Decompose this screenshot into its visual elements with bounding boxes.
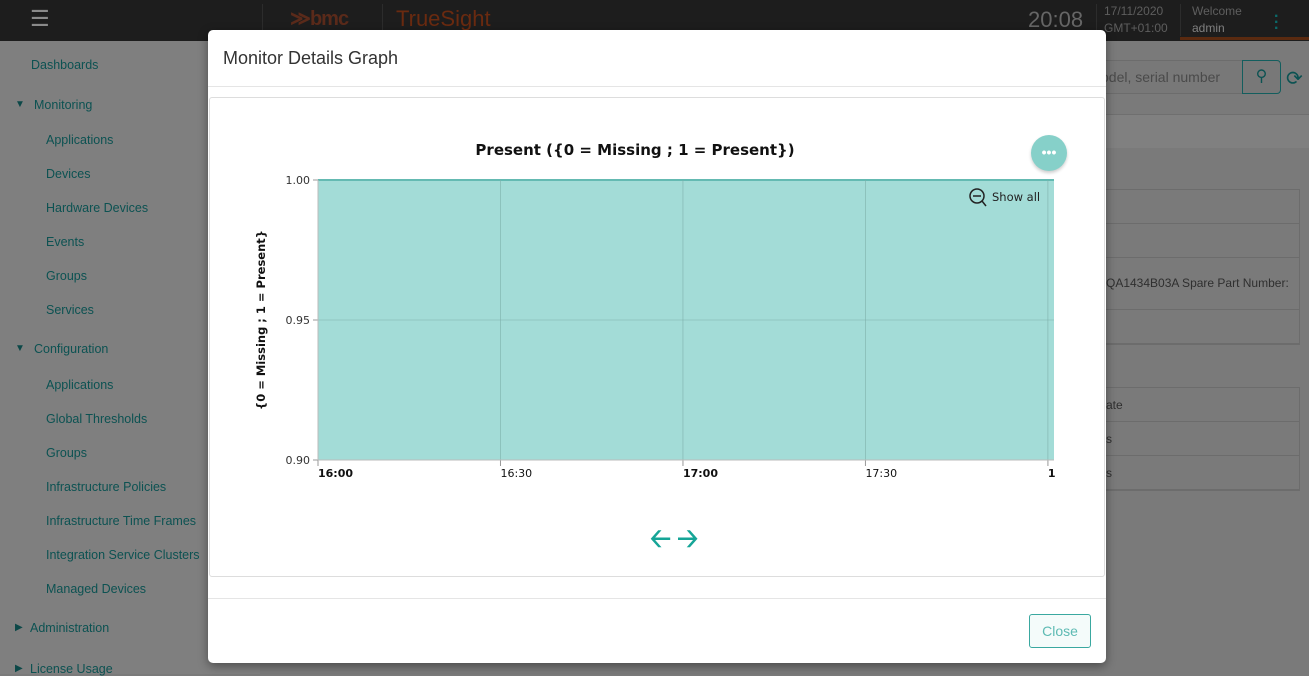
close-button[interactable]: Close: [1029, 614, 1091, 648]
divider: [208, 598, 1106, 599]
nav-arrows: 🡠🡢: [650, 520, 704, 564]
divider: [208, 86, 1106, 87]
caret-right-icon[interactable]: ▶: [15, 663, 23, 674]
show-all-button[interactable]: Show all: [992, 190, 1040, 204]
sidebar-item[interactable]: Integration Service Clusters: [46, 548, 200, 562]
sidebar-item[interactable]: Events: [46, 235, 85, 249]
menu-icon[interactable]: ☰: [30, 6, 50, 31]
caret-down-icon[interactable]: ▼: [15, 343, 25, 354]
x-tick-label: 17:00: [683, 467, 718, 480]
chart-title: Present ({0 = Missing ; 1 = Present}): [475, 141, 794, 159]
sidebar-item[interactable]: Dashboards: [31, 58, 99, 72]
x-tick-label: 16:30: [500, 467, 532, 480]
search-icon: ⚲: [1255, 68, 1268, 85]
date-block: 17/11/2020 GMT+01:00: [1104, 3, 1168, 37]
brand-text: bmc: [309, 8, 349, 30]
previous-arrow-icon[interactable]: 🡠: [650, 523, 678, 553]
bmc-logo: ≫bmc: [290, 8, 349, 30]
table-row: s: [1090, 456, 1299, 490]
dialog-title: Monitor Details Graph: [223, 48, 399, 68]
y-tick-label: 0.90: [286, 454, 311, 467]
chart-options-button[interactable]: •••: [1031, 135, 1067, 171]
chart-panel: [209, 97, 1105, 577]
state-table: ate s s: [1090, 387, 1300, 491]
timezone: GMT+01:00: [1104, 21, 1168, 35]
x-tick-label: 17:30: [865, 467, 897, 480]
search-button[interactable]: ⚲: [1242, 60, 1281, 94]
table-row: [1090, 310, 1299, 344]
divider: [1096, 4, 1097, 36]
search-input[interactable]: odel, serial number: [1090, 60, 1242, 94]
sidebar-item[interactable]: Infrastructure Policies: [46, 480, 167, 494]
sidebar-item[interactable]: Devices: [46, 167, 91, 181]
sidebar-item[interactable]: Managed Devices: [46, 582, 147, 596]
divider: [262, 4, 263, 36]
monitor-details-dialog: Monitor Details Graph 0.90 0.95 1.00 16:00 1…: [208, 30, 1106, 663]
sidebar-item[interactable]: Applications: [46, 378, 114, 392]
zoom-out-icon: [970, 189, 984, 203]
more-vertical-icon[interactable]: ...: [1274, 4, 1279, 33]
caret-down-icon[interactable]: ▼: [15, 99, 25, 110]
date: 17/11/2020: [1104, 4, 1164, 18]
sidebar-item[interactable]: License Usage: [30, 662, 113, 676]
y-axis-label: {0 = Missing ; 1 = Present}: [254, 230, 268, 410]
accent-bar: [1180, 37, 1309, 40]
sidebar-item[interactable]: Global Thresholds: [46, 412, 148, 426]
sidebar-item[interactable]: Groups: [46, 446, 87, 460]
sidebar-item[interactable]: Groups: [46, 269, 87, 283]
caret-right-icon[interactable]: ▶: [15, 622, 23, 633]
y-tick-label: 0.95: [286, 314, 311, 327]
y-tick-label: 1.00: [286, 174, 311, 187]
table-row: [1090, 224, 1299, 258]
sidebar-item[interactable]: Hardware Devices: [46, 201, 149, 215]
section-band: [1090, 114, 1309, 148]
divider: [382, 4, 383, 36]
sidebar-item[interactable]: Configuration: [34, 342, 109, 356]
username: admin: [1192, 21, 1225, 35]
sidebar-item[interactable]: Monitoring: [34, 98, 93, 112]
sidebar-item[interactable]: Infrastructure Time Frames: [46, 514, 197, 528]
sidebar-item[interactable]: Administration: [30, 621, 110, 635]
details-table: QA1434B03A Spare Part Number:: [1090, 189, 1300, 345]
next-arrow-icon[interactable]: 🡢: [677, 523, 705, 553]
welcome-label: Welcome: [1192, 4, 1242, 18]
refresh-icon[interactable]: ⟳: [1286, 68, 1303, 90]
table-row: s: [1090, 422, 1299, 456]
x-tick-label: 16:00: [318, 467, 353, 480]
user-block[interactable]: Welcome admin: [1192, 3, 1242, 37]
product-name: TrueSight: [396, 6, 491, 31]
divider: [1180, 4, 1181, 36]
table-row: QA1434B03A Spare Part Number:: [1090, 258, 1299, 310]
more-horizontal-icon: •••: [1041, 144, 1057, 160]
sidebar-item[interactable]: Applications: [46, 133, 114, 147]
table-row: [1090, 190, 1299, 224]
sidebar-item[interactable]: Services: [46, 303, 94, 317]
zoom-out-icon-handle: [982, 201, 986, 206]
table-row: ate: [1090, 388, 1299, 422]
clock: 20:08: [1028, 7, 1084, 32]
